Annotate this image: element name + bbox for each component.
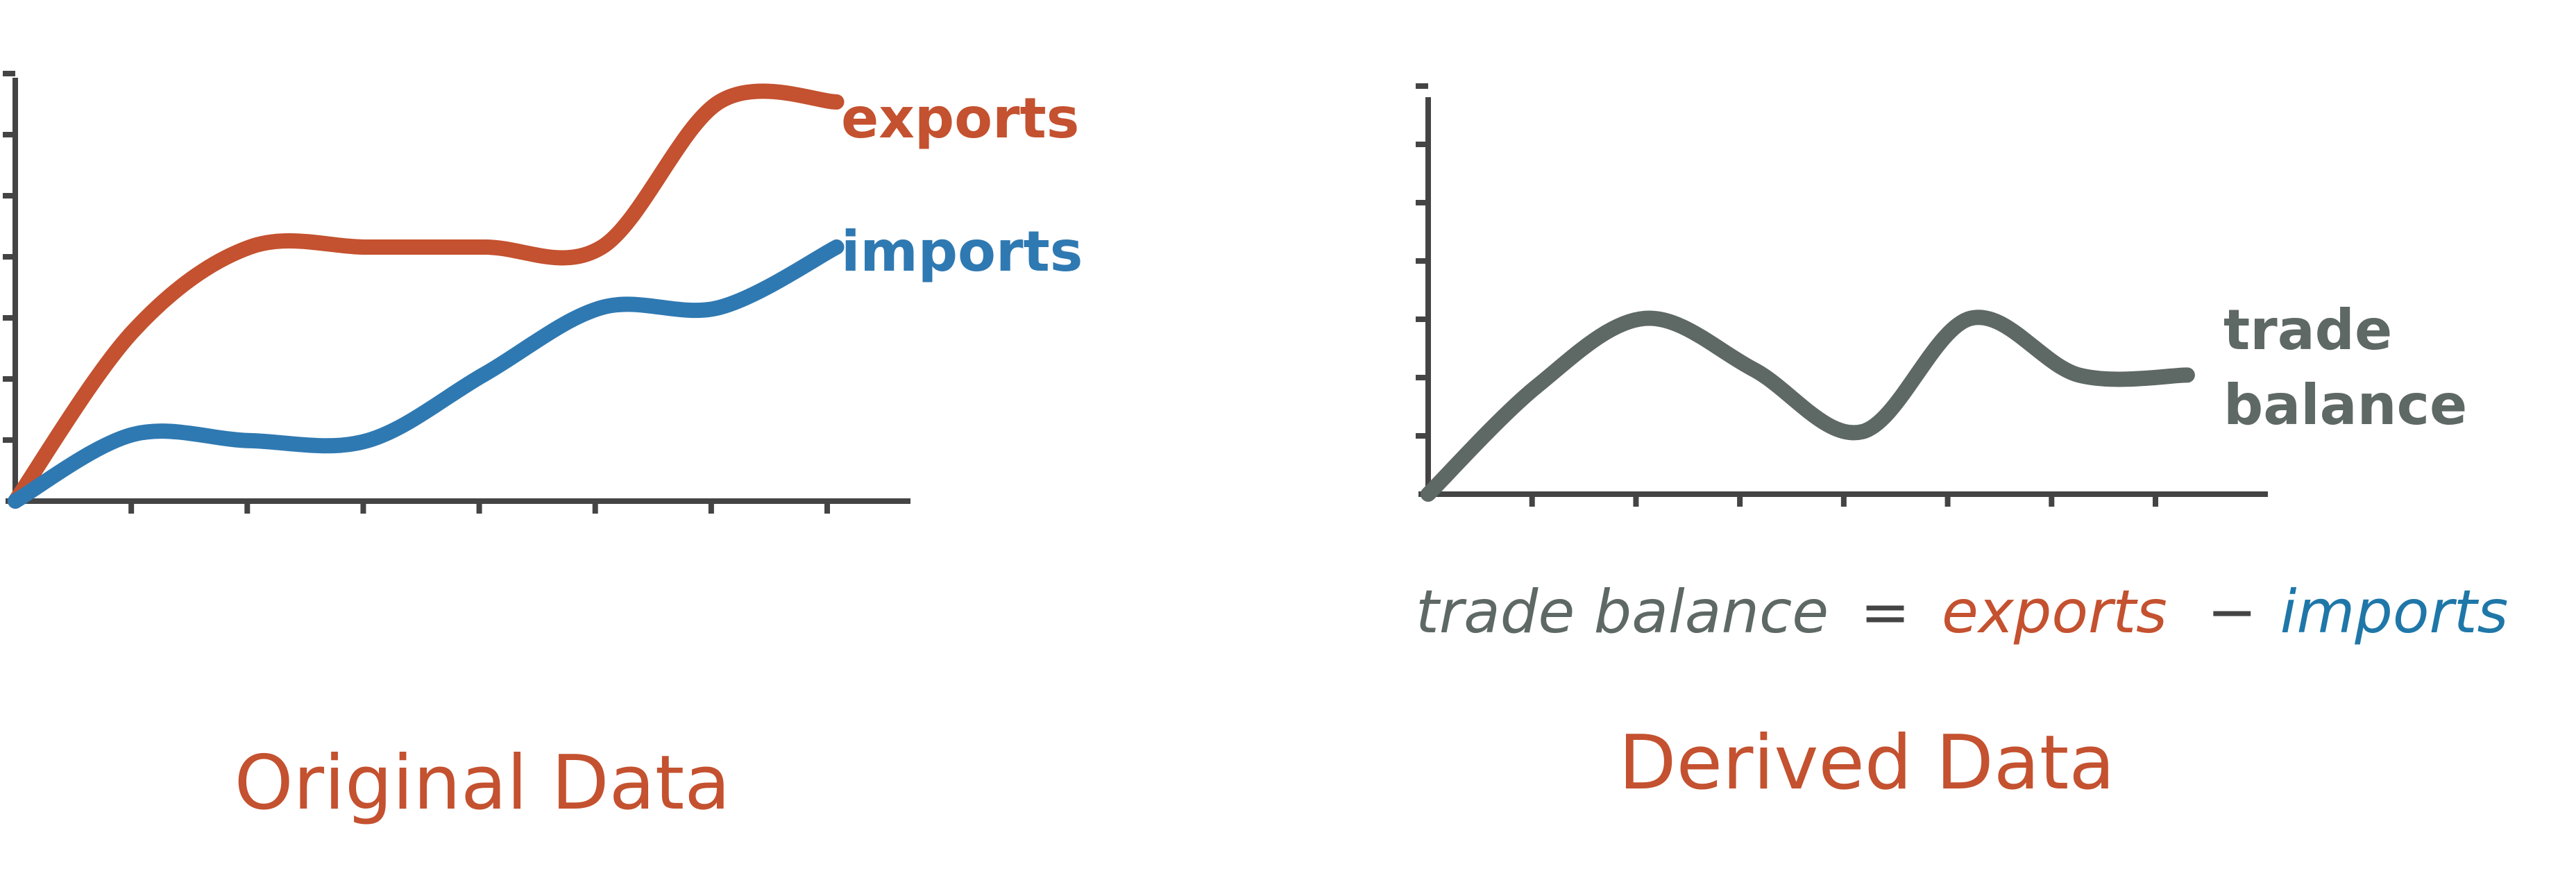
imports-line	[8, 239, 845, 509]
formula-exports: exports	[1942, 577, 2167, 647]
trade-balance-line	[1421, 310, 2195, 502]
formula-imports: imports	[2280, 577, 2509, 647]
formula-minus: −	[2207, 577, 2257, 647]
derived-data-chart: trade balance trade balance = exports − …	[1416, 83, 2508, 807]
exports-label: exports	[841, 86, 1079, 151]
formula: trade balance = exports − imports	[1416, 577, 2508, 647]
original-data-caption: Original Data	[235, 740, 731, 827]
trade-balance-label-line-1: trade	[2223, 298, 2392, 362]
formula-lhs: trade balance	[1416, 577, 1829, 647]
trade-balance-label: trade balance	[2223, 298, 2467, 437]
trade-balance-label-line-2: balance	[2223, 373, 2467, 437]
original-data-chart: exports imports Original Data	[3, 71, 1083, 827]
imports-label: imports	[841, 219, 1083, 284]
derived-data-caption: Derived Data	[1618, 720, 2115, 807]
y-axis-ticks	[3, 71, 15, 443]
formula-equals: =	[1861, 577, 1910, 647]
exports-line	[8, 83, 845, 509]
